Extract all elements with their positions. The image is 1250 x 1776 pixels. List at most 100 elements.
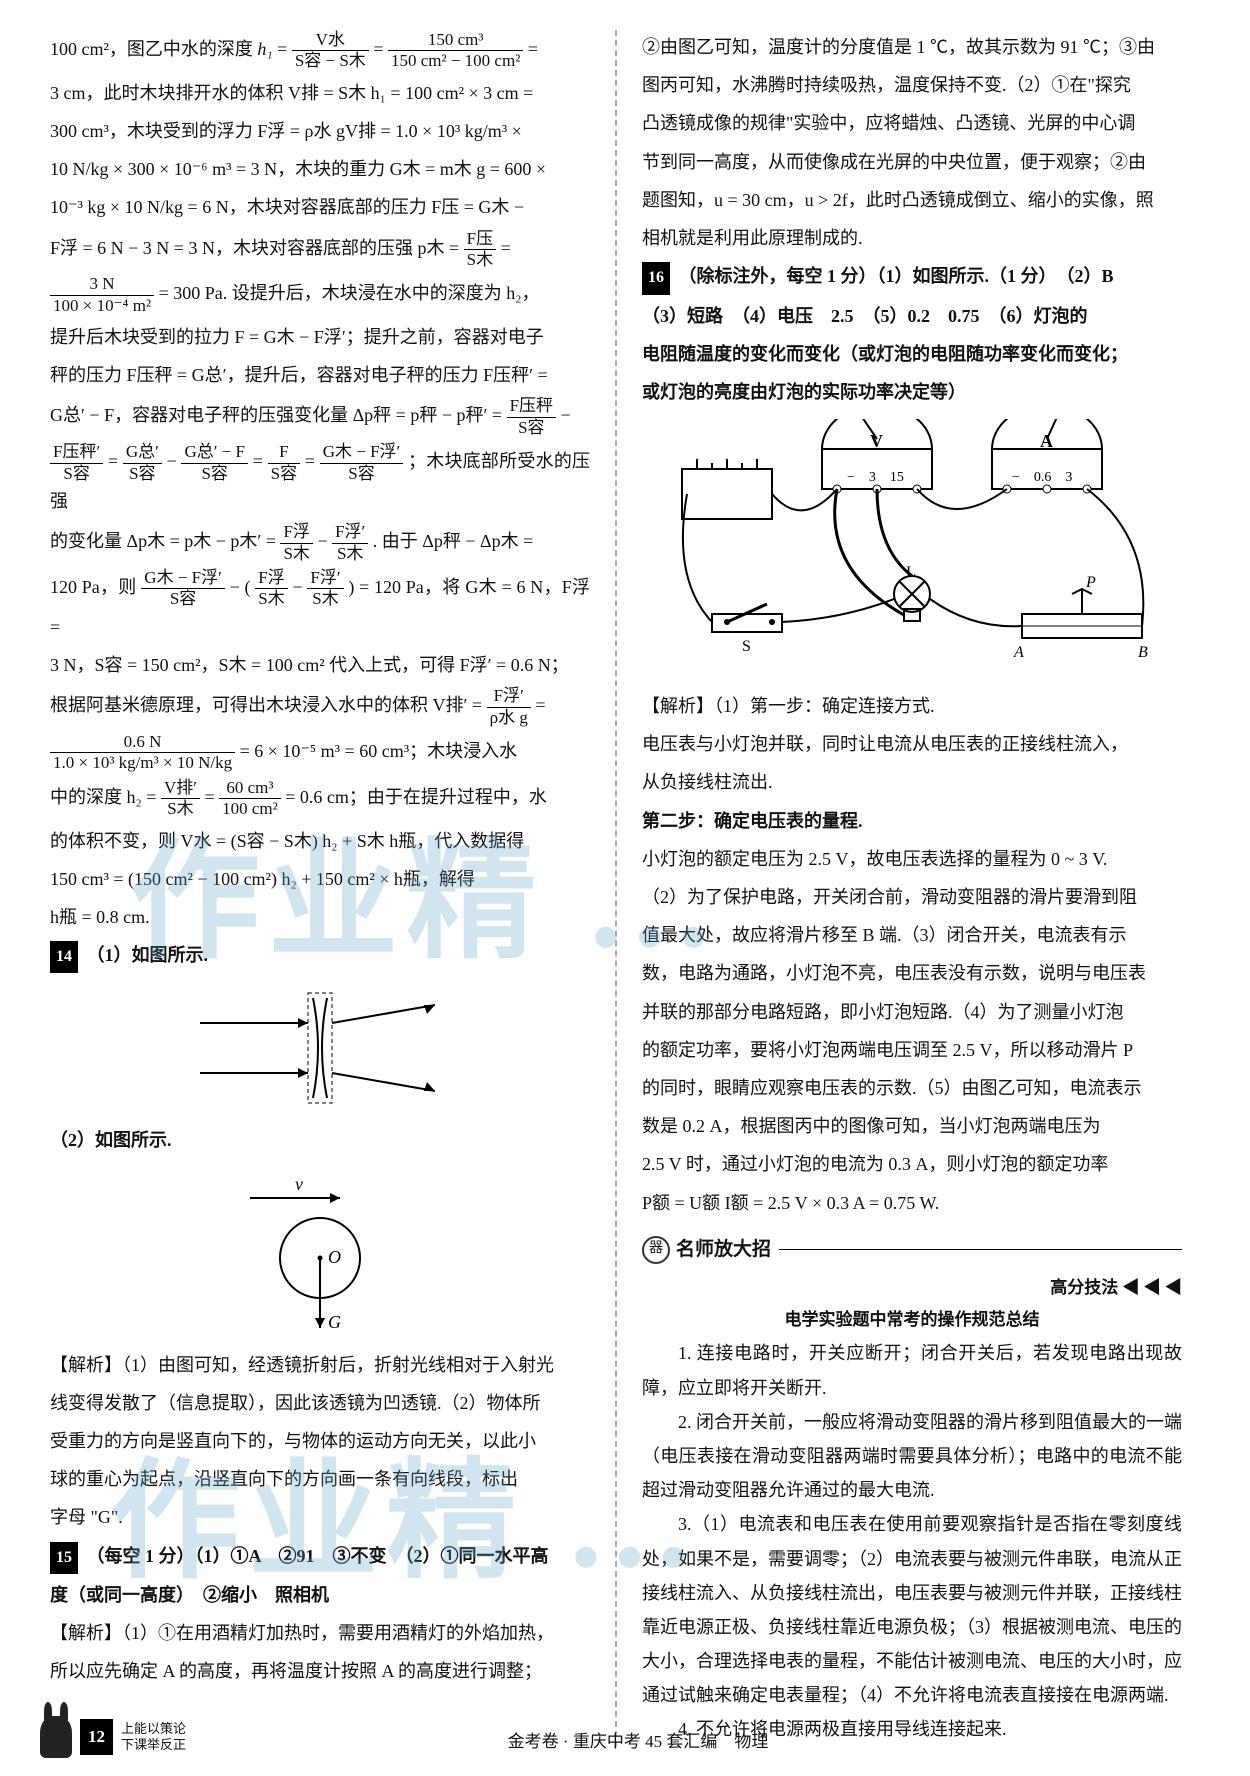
text-line: 第二步：确定电压表的量程. [642,804,1182,838]
fraction: F浮′S木 [332,522,368,564]
text: = [535,695,545,715]
tips-subheading-center: 电学实验题中常考的操作规范总结 [642,1304,1182,1336]
text-line: G总′ − F，容器对电子秤的压强变化量 Δp秤 = p秤 − p秤′ = F压… [50,396,590,438]
slider-label: P [1085,574,1096,591]
denominator: 150 cm² − 100 cm² [388,51,523,71]
denominator: S木 [307,589,343,609]
gravity-svg: v O G [220,1168,420,1338]
text-line: 题图知，u = 30 cm，u > 2f，此时凸透镜成倒立、缩小的实像，照 [642,183,1182,217]
voltmeter-label: V [870,431,883,451]
text-line: 相机就是利用此原理制成的. [642,221,1182,255]
text-line: 根据阿基米德原理，可得出木块浸入水中的体积 V排′ = F浮′ρ水 g = [50,686,590,728]
text-line: 小灯泡的额定电压为 2.5 V，故电压表选择的量程为 0 ~ 3 V. [642,842,1182,876]
numerator: 150 cm³ [388,30,523,51]
text-line: 数是 0.2 A，根据图丙中的图像可知，当小灯泡两端电压为 [642,1109,1182,1143]
voltmeter-scale: − 3 15 [847,470,904,485]
numerator: F浮 [280,522,312,543]
denominator: S容 [141,589,225,609]
fraction: V水 S容 − S木 [292,30,369,72]
text-line: 【解析】（1）第一步：确定连接方式. [642,689,1182,723]
fraction: F浮S木 [280,522,312,564]
rheostat-b-label: B [1138,644,1148,661]
section-rule [779,1249,1182,1250]
text: F浮 = 6 N − 3 N = 3 N，木块对容器底部的压强 p木 = [50,238,464,258]
question-16-header: 16 （除标注外，每空 1 分）（1）如图所示.（1 分） （2）B [642,259,1182,294]
circuit-diagram: V − 3 15 A − 0.6 3 S [642,419,1182,679]
page-footer: 12 上能以策论 下课举反正 金考卷 · 重庆中考 45 套汇编 物理 [40,1716,1210,1758]
text-line: 2.5 V 时，通过小灯泡的电流为 0.3 A，则小灯泡的额定功率 [642,1147,1182,1181]
numerator: F浮′ [307,568,343,589]
text-line: 从负接线柱流出. [642,765,1182,799]
question-15-header: 15 （每空 1 分）（1）①A ②91 ③不变 （2）①同一水平高 [50,1539,590,1574]
numerator: G木 − F浮′ [141,568,225,589]
text-line: 的额定功率，要将小灯泡两端电压调至 2.5 V，所以移动滑片 P [642,1033,1182,1067]
text-line: 节到同一高度，从而使像成在光屏的中央位置，便于观察；②由 [642,145,1182,179]
fraction: 60 cm³100 cm² [219,778,281,820]
text-line: 120 Pa，则 G木 − F浮′S容 − ( F浮S木 − F浮′S木 ) =… [50,568,590,644]
denominator: 1.0 × 10³ kg/m³ × 10 N/kg [50,753,235,773]
text: （每空 1 分）（1）①A ②91 ③不变 （2）①同一水平高 [87,1546,549,1566]
fraction: 150 cm³ 150 cm² − 100 cm² [388,30,523,72]
text: − [561,405,571,425]
denominator: ρ水 g [487,708,531,728]
text-line: 线变得发散了（信息提取），因此该透镜为凹透镜.（2）物体所 [50,1386,590,1420]
section-name: 名师放大招 [676,1232,771,1268]
tip-item: 2. 闭合开关前，一般应将滑动变阻器的滑片移到阻值最大的一端（电压表接在滑动变阻… [642,1405,1182,1508]
text-line: 数，电路为通路，小灯泡不亮，电压表没有示数，说明与电压表 [642,956,1182,990]
tip-item: 1. 连接电路时，开关应断开；闭合开关后，若发现电路出现故障，应立即将开关断开. [642,1336,1182,1404]
text-line: 度（或同一高度） ②缩小 照相机 [50,1578,590,1612]
text-line: 电阻随温度的变化而变化（或灯泡的电阻随功率变化而变化； [642,337,1182,371]
text-line: 图丙可知，水沸腾时持续吸热，温度保持不变.（2）①在"探究 [642,68,1182,102]
question-number-badge: 14 [50,941,78,973]
column-divider [615,30,617,1747]
text-line: （3）短路 （4）电压 2.5 （5）0.2 0.75 （6）灯泡的 [642,299,1182,333]
fraction: F浮′ρ水 g [487,686,531,728]
text: （除标注外，每空 1 分）（1）如图所示.（1 分） （2）B [679,266,1114,286]
numerator: F压秤′ [50,442,103,463]
fraction: F浮S木 [255,568,287,610]
text-line: 受重力的方向是竖直向下的，与物体的运动方向无关，以此小 [50,1424,590,1458]
text-line: 球的重心为起点，沿竖直向下的方向画一条有向线段，标出 [50,1462,590,1496]
lens-diagram [50,983,590,1113]
text-line: （2）为了保护电路，开关闭合前，滑动变阻器的滑片要滑到阻 [642,880,1182,914]
lens-svg [190,983,450,1113]
denominator: S容 [123,464,162,484]
numerator: V排′ [161,778,200,799]
denominator: S容 [181,464,248,484]
numerator: G总′ [123,442,162,463]
text-line: 值最大处，故应将滑片移至 B 端.（3）闭合开关，电流表有示 [642,918,1182,952]
text-line: 的体积不变，则 V水 = (S容 − S木) h₂ + S木 h瓶，代入数据得 [50,824,590,858]
text-line: 提升后木块受到的拉力 F = G木 − F浮′；提升之前，容器对电子 [50,320,590,354]
text-line: 秤的压力 F压秤 = G总′，提升后，容器对电子秤的压力 F压秤′ = [50,358,590,392]
o-label: O [328,1247,341,1267]
tag-line: 上能以策论 [121,1721,186,1737]
text-line: 的同时，眼睛应观察电压表的示数.（5）由图乙可知，电流表示 [642,1071,1182,1105]
denominator: S容 [320,464,404,484]
denominator: S木 [255,589,287,609]
numerator: F压 [464,229,496,250]
text-line: ②由图乙可知，温度计的分度值是 1 ℃，故其示数为 91 ℃；③由 [642,30,1182,64]
ammeter-label: A [1040,431,1053,451]
var: h₁ [257,39,272,59]
numerator: 60 cm³ [219,778,281,799]
footer-left: 12 上能以策论 下课举反正 [40,1716,186,1758]
fraction: G木 − F浮′S容 [320,442,404,484]
fraction: F压秤′S容 [50,442,103,484]
text: G总′ − F，容器对电子秤的压强变化量 Δp秤 = p秤 − p秤′ = [50,405,507,425]
fraction: FS容 [268,442,300,484]
text-line: 150 cm³ = (150 cm² − 100 cm²) h₂ + 150 c… [50,862,590,896]
section-icon: 器 [642,1236,670,1264]
text-line: P额 = U额 I额 = 2.5 V × 0.3 A = 0.75 W. [642,1186,1182,1220]
text-line: F压秤′S容 = G总′S容 − G总′ − FS容 = FS容 = G木 − … [50,442,590,518]
tips-block: 1. 连接电路时，开关应断开；闭合开关后，若发现电路出现故障，应立即将开关断开.… [642,1336,1182,1746]
fraction: G木 − F浮′S容 [141,568,225,610]
text-line: 10 N/kg × 300 × 10⁻⁶ m³ = 3 N，木块的重力 G木 =… [50,152,590,186]
text-line: 的变化量 Δp木 = p木 − p木′ = F浮S木 − F浮′S木 . 由于 … [50,522,590,564]
tag-line: 下课举反正 [121,1737,186,1753]
fraction: 0.6 N1.0 × 10³ kg/m³ × 10 N/kg [50,732,235,774]
text: − ( [230,577,251,597]
text: = [501,238,511,258]
numerator: V水 [292,30,369,51]
text-line: 中的深度 h₂ = V排′S木 = 60 cm³100 cm² = 0.6 cm… [50,778,590,820]
text-line: 并联的那部分电路短路，即小灯泡短路.（4）为了测量小灯泡 [642,995,1182,1029]
